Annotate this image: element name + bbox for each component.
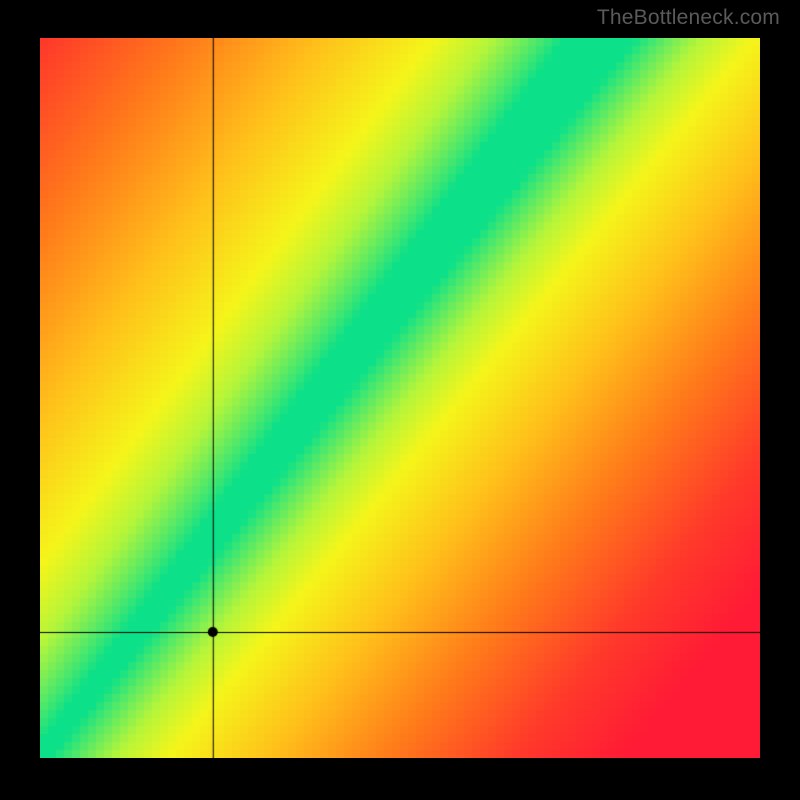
heatmap-canvas [40,38,760,758]
bottleneck-heatmap [40,38,760,758]
watermark-text: TheBottleneck.com [597,6,780,30]
